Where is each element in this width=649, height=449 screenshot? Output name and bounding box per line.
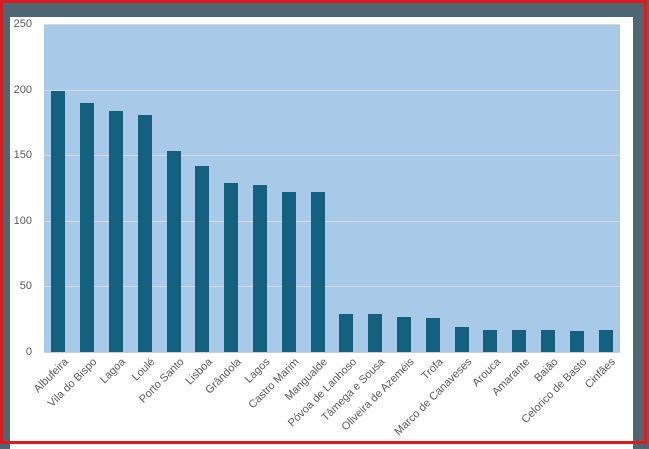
gridline [44,24,620,25]
y-tick-label: 250 [13,18,32,30]
bar-castro-marim [281,191,296,352]
bar-cinfães [598,329,613,352]
bar-amarante [512,329,527,352]
bar-albufeira [51,90,66,352]
y-tick-label: 150 [13,149,32,162]
gridline [44,155,620,157]
bar-celorico-de-basto [569,331,584,352]
gridline [44,220,620,222]
gridline [44,286,620,288]
bar-arouca [483,329,498,352]
bar-póvoa-de-lanhoso [339,313,354,352]
bar-lagoa [109,110,123,352]
frame-top-strip [0,0,649,17]
bar-trofa [425,317,440,352]
y-tick-label: 200 [13,83,32,96]
y-tick-label: 100 [13,214,32,227]
bar-marco-de-canaveses [454,327,469,352]
bar-mangualde [310,191,325,352]
bar-vila-do-bispo [80,102,95,352]
bar-oliveira-de-azeméis [397,316,411,352]
gridline [44,89,620,91]
bar-lisboa [195,165,210,352]
y-tick-label: 50 [19,280,32,293]
bar-loulé [137,114,152,352]
bar-tâmega-e-sousa [368,313,383,352]
y-tick-label: 0 [25,346,32,358]
frame-left-strip [0,0,10,449]
plot-area [44,24,620,353]
bar-baião [541,329,555,352]
bar-grândola [224,182,239,352]
bar-lagos [253,185,267,352]
bar-porto-santo [166,151,181,352]
